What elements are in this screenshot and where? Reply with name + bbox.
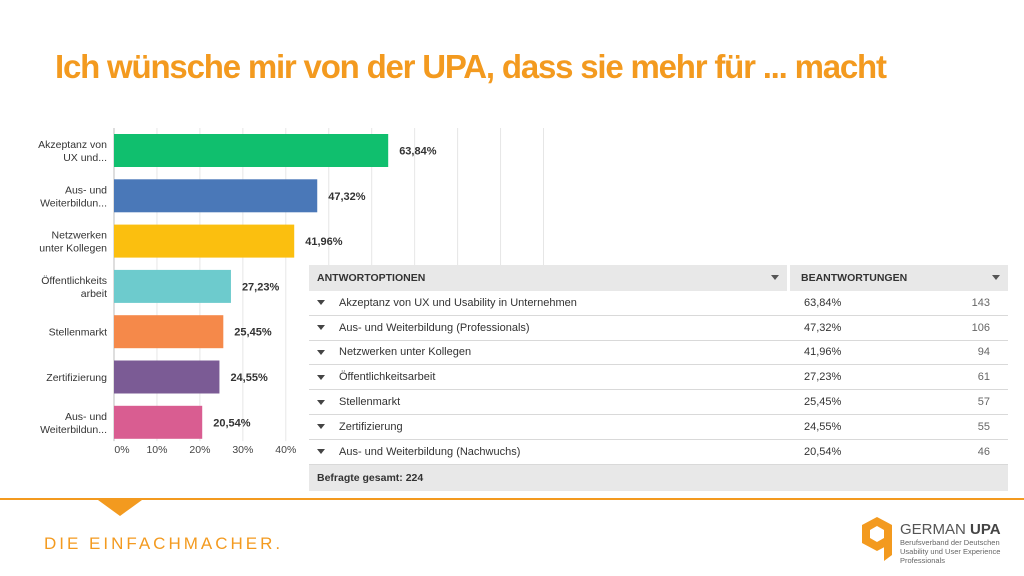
responses-cell: 25,45% 57	[787, 390, 1008, 414]
answer-option-cell: Akzeptanz von UX und Usability in Untern…	[309, 291, 787, 315]
responses-cell: 24,55% 55	[787, 414, 1008, 439]
bar	[114, 405, 203, 439]
answer-option-label: Stellenmarkt	[339, 396, 401, 409]
response-count: 94	[977, 346, 990, 359]
x-tick-label: 0%	[114, 444, 129, 456]
category-label: Stellenmarkt	[49, 327, 107, 339]
category-label: Zertifizierung	[46, 372, 107, 384]
response-count: 57	[977, 396, 990, 409]
bar	[114, 315, 224, 349]
answer-option-cell: Zertifizierung	[309, 415, 787, 439]
slide-title: Ich wünsche mir von der UPA, dass sie me…	[55, 48, 887, 85]
response-percent: 63,84%	[804, 296, 842, 309]
expand-caret-icon[interactable]	[317, 399, 325, 405]
response-count: 61	[977, 371, 990, 384]
bar	[114, 134, 389, 167]
responses-cell: 41,96% 94	[787, 340, 1008, 365]
response-percent: 27,23%	[804, 371, 842, 384]
responses-cell: 27,23% 61	[787, 365, 1008, 390]
table-header: ANTWORTOPTIONEN BEANTWORTUNGEN	[309, 265, 1008, 291]
table-row[interactable]: Netzwerken unter Kollegen 41,96% 94	[309, 340, 1008, 366]
bar-value-label: 24,55%	[230, 372, 268, 384]
response-percent: 25,45%	[804, 396, 842, 409]
category-label: UX und...	[63, 152, 107, 164]
category-label: Weiterbildun...	[40, 197, 107, 209]
logo-subtitle: Berufsverband der Deutschen Usability un…	[900, 538, 1001, 565]
table-row[interactable]: Aus- und Weiterbildung (Nachwuchs) 20,54%…	[309, 439, 1008, 465]
answer-option-cell: Öffentlichkeitsarbeit	[309, 365, 787, 389]
bar-value-label: 63,84%	[399, 146, 437, 158]
response-percent: 20,54%	[804, 445, 842, 458]
bar-value-label: 27,23%	[242, 281, 280, 293]
expand-caret-icon[interactable]	[317, 349, 325, 355]
category-label: Aus- und	[65, 184, 107, 196]
category-label: Weiterbildun...	[40, 424, 107, 436]
response-percent: 47,32%	[804, 321, 842, 334]
x-tick-label: 20%	[189, 444, 210, 456]
header-answer-options[interactable]: ANTWORTOPTIONEN	[309, 265, 787, 291]
table-footer-total: Befragte gesamt: 224	[309, 464, 1008, 491]
expand-caret-icon[interactable]	[317, 374, 325, 380]
bar-value-label: 47,32%	[328, 191, 366, 203]
category-label: Öffentlichkeits	[41, 275, 107, 287]
answer-option-label: Zertifizierung	[339, 420, 403, 433]
expand-caret-icon[interactable]	[317, 424, 325, 430]
answer-option-cell: Stellenmarkt	[309, 390, 787, 414]
table-row[interactable]: Aus- und Weiterbildung (Professionals) 47…	[309, 315, 1008, 341]
response-count: 46	[977, 445, 990, 458]
hexagon-logo-icon	[862, 517, 892, 561]
expand-caret-icon[interactable]	[317, 449, 325, 455]
x-tick-label: 10%	[146, 444, 167, 456]
expand-caret-icon[interactable]	[317, 300, 325, 306]
table-row[interactable]: Akzeptanz von UX und Usability in Untern…	[309, 291, 1008, 316]
response-count: 55	[977, 420, 990, 433]
table-body: Akzeptanz von UX und Usability in Untern…	[309, 291, 1008, 465]
answer-option-label: Aus- und Weiterbildung (Professionals)	[339, 321, 530, 334]
answer-option-label: Öffentlichkeitsarbeit	[339, 371, 436, 384]
sort-caret-icon[interactable]	[771, 275, 779, 280]
answer-option-cell: Aus- und Weiterbildung (Nachwuchs)	[309, 440, 787, 464]
bar-value-label: 20,54%	[213, 417, 251, 429]
bar	[114, 224, 295, 258]
responses-cell: 47,32% 106	[787, 315, 1008, 340]
x-tick-label: 30%	[232, 444, 253, 456]
bar	[114, 269, 231, 303]
expand-caret-icon[interactable]	[317, 325, 325, 331]
header-responses[interactable]: BEANTWORTUNGEN	[787, 265, 1008, 291]
category-label: Aus- und	[65, 411, 107, 423]
answer-option-label: Netzwerken unter Kollegen	[339, 346, 472, 359]
sort-caret-icon[interactable]	[992, 275, 1000, 280]
bar-value-label: 41,96%	[305, 236, 343, 248]
response-percent: 41,96%	[804, 346, 842, 359]
response-count: 106	[971, 321, 990, 334]
category-label: arbeit	[81, 288, 107, 300]
table-row[interactable]: Öffentlichkeitsarbeit 27,23% 61	[309, 365, 1008, 391]
table-row[interactable]: Stellenmarkt 25,45% 57	[309, 390, 1008, 415]
answer-option-cell: Netzwerken unter Kollegen	[309, 341, 787, 365]
answer-option-cell: Aus- und Weiterbildung (Professionals)	[309, 316, 787, 340]
bar	[114, 360, 220, 394]
answer-option-label: Aus- und Weiterbildung (Nachwuchs)	[339, 445, 521, 458]
x-tick-label: 40%	[275, 444, 296, 456]
bar-value-label: 25,45%	[234, 327, 272, 339]
category-label: Akzeptanz von	[38, 139, 107, 151]
responses-cell: 63,84% 143	[787, 291, 1008, 315]
footer-notch	[98, 500, 142, 516]
bar	[114, 179, 318, 213]
logo-wordmark: GERMAN UPA	[900, 521, 1001, 538]
responses-table: ANTWORTOPTIONEN BEANTWORTUNGEN Akzeptanz…	[309, 265, 1008, 491]
category-label: Netzwerken	[52, 230, 108, 242]
answer-option-label: Akzeptanz von UX und Usability in Untern…	[339, 296, 577, 309]
response-percent: 24,55%	[804, 420, 842, 433]
category-label: unter Kollegen	[39, 243, 107, 255]
footer-divider	[0, 498, 1024, 500]
german-upa-logo: GERMAN UPA Berufsverband der Deutschen U…	[860, 515, 1010, 565]
responses-cell: 20,54% 46	[787, 439, 1008, 464]
tagline: DIE EINFACHMACHER.	[44, 534, 284, 553]
response-count: 143	[971, 296, 990, 309]
table-row[interactable]: Zertifizierung 24,55% 55	[309, 414, 1008, 440]
